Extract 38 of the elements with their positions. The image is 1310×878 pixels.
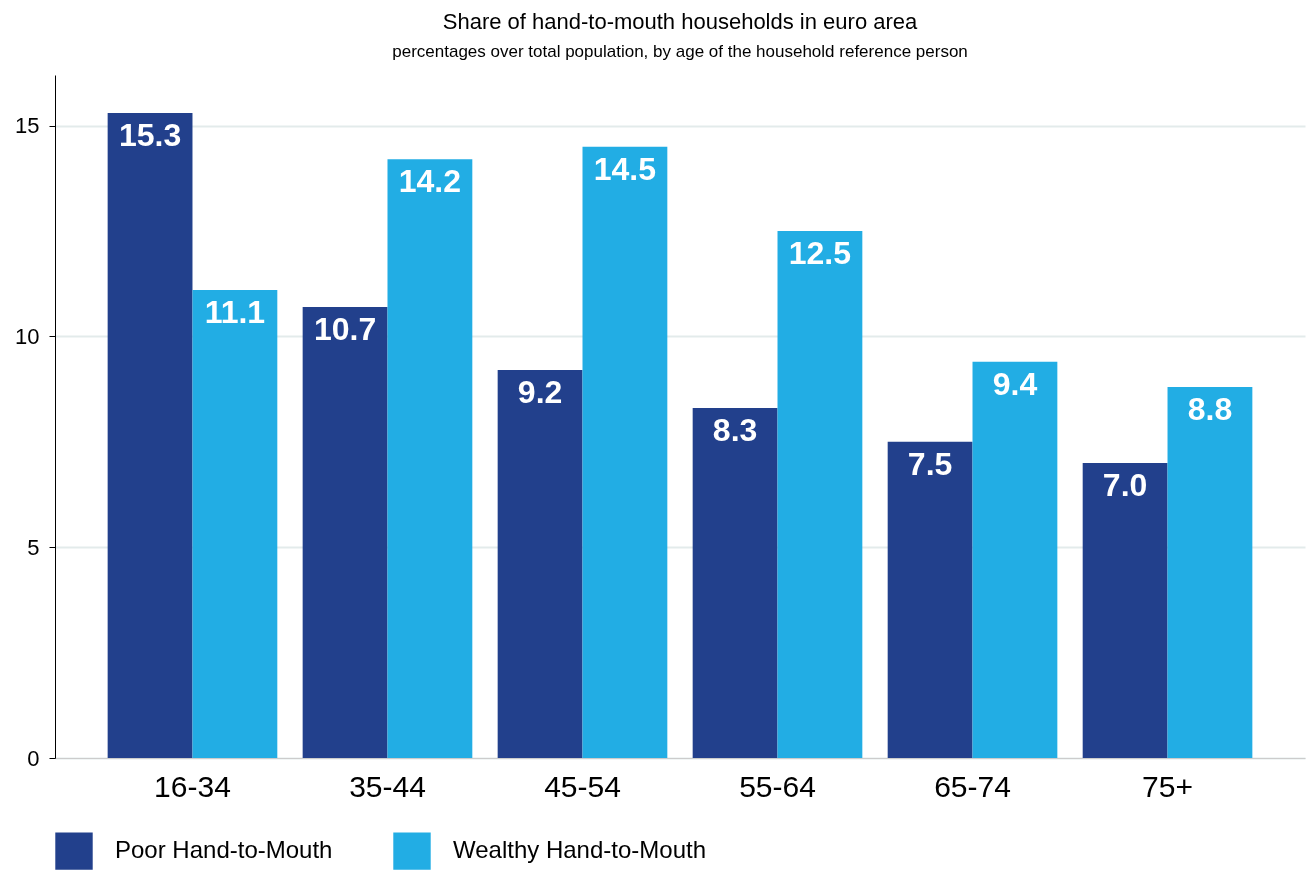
bar [777, 230, 863, 758]
bar [107, 112, 193, 758]
data-label: 11.1 [204, 294, 266, 331]
data-label: 15.3 [118, 116, 182, 153]
data-label: 7.5 [907, 445, 953, 482]
bar [1082, 462, 1168, 758]
data-label: 8.3 [712, 412, 758, 449]
data-label: 12.5 [788, 234, 852, 271]
data-label: 9.2 [517, 374, 563, 411]
data-label: 14.5 [593, 150, 657, 187]
bar [1167, 386, 1253, 758]
bar [582, 146, 668, 758]
y-tick-label: 15 [15, 113, 40, 139]
bar [387, 159, 473, 758]
legend-label: Wealthy Hand-to-Mouth [453, 836, 707, 864]
x-tick-label: 45-54 [544, 769, 621, 803]
data-label: 14.2 [398, 163, 462, 200]
chart-subtitle: percentages over total population, by age of the household reference person [392, 42, 968, 61]
bar [302, 306, 388, 758]
x-tick-label: 16-34 [154, 769, 231, 803]
data-label: 10.7 [313, 310, 377, 347]
bar [972, 361, 1058, 758]
bar [887, 441, 973, 758]
chart-title: Share of hand-to-mouth households in euro area [442, 9, 919, 34]
bar [692, 408, 778, 758]
bar [192, 290, 278, 758]
bar [497, 370, 583, 758]
legend-label: Poor Hand-to-Mouth [115, 836, 333, 864]
x-tick-label: 55-64 [739, 769, 816, 803]
y-tick-label: 5 [27, 534, 40, 560]
data-label: 9.4 [992, 365, 1038, 402]
data-label: 7.0 [1102, 466, 1148, 503]
data-label: 8.8 [1187, 390, 1233, 427]
y-tick-label: 10 [15, 323, 40, 349]
x-tick-label: 65-74 [934, 769, 1011, 803]
x-tick-label: 75+ [1142, 769, 1193, 803]
y-tick-label: 0 [27, 745, 40, 771]
x-tick-label: 35-44 [349, 769, 426, 803]
